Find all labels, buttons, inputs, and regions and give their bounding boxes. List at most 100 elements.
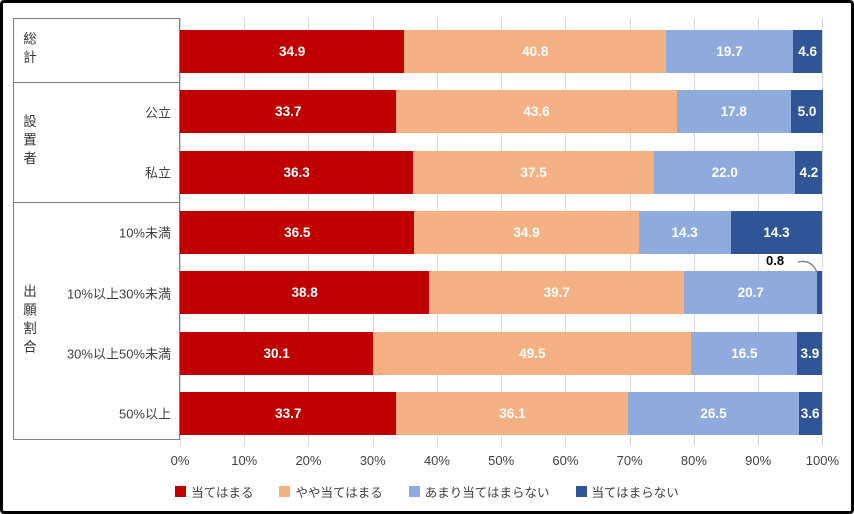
legend-label: 当てはまらない [591, 486, 679, 500]
bar-segment: 43.6 [396, 90, 677, 134]
x-tick-label: 40% [423, 453, 450, 468]
legend-swatch-icon [575, 486, 587, 497]
bar-segment: 33.7 [180, 391, 397, 435]
segment-value-label: 19.7 [716, 44, 743, 59]
segment-value-label: 20.7 [737, 285, 764, 301]
segment-value-label: 22.0 [711, 164, 738, 180]
bar-segment: 16.5 [691, 331, 798, 375]
bar-segment: 38.8 [180, 271, 430, 315]
segment-value-label: 3.9 [800, 345, 820, 361]
x-tick-label: 100% [805, 453, 840, 468]
legend-item: やや当てはまる [279, 482, 383, 501]
x-tick-label: 20% [295, 453, 322, 468]
bar-segment: 39.7 [429, 271, 685, 315]
segment-value-label: 4.2 [799, 164, 819, 180]
legend-label: 当てはまる [191, 486, 254, 500]
bar-segment: 5.0 [790, 90, 824, 134]
segment-value-label: 39.7 [543, 285, 570, 301]
legend-item: 当てはまる [175, 482, 253, 501]
bar-segment: 3.6 [798, 391, 822, 435]
x-tick-label: 90% [745, 453, 772, 468]
category-label-panel [13, 18, 180, 440]
legend-item: あまり当てはまらない [408, 482, 550, 501]
callout-leader-line [797, 260, 818, 273]
row-sublabel: 10%未満 [118, 225, 171, 241]
bar-segment: 17.8 [676, 90, 791, 134]
segment-value-label: 14.3 [671, 224, 698, 240]
bar-row-5: 30.1 49.5 16.5 3.9 [180, 331, 823, 375]
group-divider [14, 202, 179, 203]
legend-swatch-icon [408, 486, 420, 497]
segment-value-label: 4.6 [798, 44, 817, 59]
x-tick-label: 60% [552, 453, 579, 468]
bar-segment: 19.7 [666, 30, 793, 73]
segment-value-label: 33.7 [275, 104, 302, 120]
callout-value-label: 0.8 [766, 253, 785, 268]
bar-row-4: 38.8 39.7 20.7 [180, 271, 823, 315]
row-sublabel: 30%以上50%未満 [66, 346, 171, 362]
gridline [822, 18, 824, 446]
segment-value-label: 36.5 [284, 224, 311, 240]
bar-segment: 36.5 [180, 210, 415, 254]
legend-label: やや当てはまる [295, 486, 383, 500]
bar-segment: 4.2 [795, 150, 823, 194]
bar-segment: 20.7 [684, 271, 818, 315]
segment-value-label: 17.8 [720, 104, 747, 120]
x-tick-label: 70% [616, 453, 643, 468]
legend-swatch-icon [279, 486, 291, 497]
bar-segment: 14.3 [638, 210, 731, 254]
bar-segment: 22.0 [654, 150, 796, 194]
row-sublabel: 私立 [144, 165, 171, 181]
segment-value-label: 34.9 [513, 224, 540, 240]
legend-swatch-icon [175, 486, 187, 497]
segment-value-label: 30.1 [263, 345, 290, 361]
bar-row-6: 33.7 36.1 26.5 3.6 [180, 391, 822, 435]
group-divider [14, 82, 179, 83]
bar-row-2: 36.3 37.5 22.0 4.2 [180, 150, 823, 194]
bar-segment: 37.5 [413, 150, 655, 194]
segment-value-label: 33.7 [275, 405, 302, 421]
bar-segment: 26.5 [628, 391, 799, 435]
bar-row-1: 33.7 43.6 17.8 5.0 [180, 90, 824, 134]
segment-value-label: 37.5 [520, 164, 547, 180]
bar-segment: 36.1 [396, 391, 629, 435]
segment-value-label: 16.5 [731, 345, 758, 361]
x-tick-label: 80% [680, 453, 707, 468]
bar-segment: 34.9 [414, 210, 639, 254]
segment-value-label: 5.0 [797, 104, 817, 120]
bar-segment: 40.8 [404, 30, 667, 73]
segment-value-label: 40.8 [522, 44, 549, 59]
legend-item: 当てはまらない [575, 482, 679, 501]
segment-value-label: 49.5 [519, 345, 546, 361]
bar-segment: 33.7 [180, 90, 397, 134]
group-label: 総計 [21, 31, 36, 69]
bar-segment: 4.6 [792, 30, 823, 73]
group-label: 出願割合 [21, 284, 36, 358]
bar-segment: 34.9 [180, 30, 405, 73]
row-sublabel: 公立 [144, 105, 171, 121]
bar-segment: 3.9 [797, 331, 823, 375]
segment-value-label: 26.5 [700, 405, 727, 421]
bar-segment: 14.3 [730, 210, 823, 254]
bar-row-3: 36.5 34.9 14.3 14.3 [180, 210, 823, 254]
legend-label: あまり当てはまらない [424, 486, 550, 500]
segment-value-label: 3.6 [800, 405, 820, 421]
x-tick-label: 10% [231, 453, 258, 468]
row-sublabel: 50%以上 [118, 406, 171, 422]
plot-area: 34.9 40.8 19.7 4.6 33.7 43.6 17.8 5.0 36.3 37.5 22… [3, 3, 851, 511]
x-tick-label: 0% [170, 453, 190, 468]
x-tick-label: 50% [488, 453, 515, 468]
bar-segment: 49.5 [373, 331, 692, 375]
bar-segment: 36.3 [180, 150, 414, 194]
row-sublabel: 10%以上30%未満 [66, 286, 171, 302]
x-tick-label: 30% [359, 453, 386, 468]
bar-segment: 30.1 [180, 331, 374, 375]
segment-value-label: 36.3 [283, 164, 310, 180]
segment-value-label: 14.3 [763, 224, 790, 240]
bar-row-0: 34.9 40.8 19.7 4.6 [180, 30, 823, 73]
group-label: 設置者 [21, 114, 36, 170]
segment-value-label: 43.6 [523, 104, 550, 120]
legend: 当てはまる やや当てはまる あまり当てはまらない 当てはまらない [3, 482, 851, 501]
segment-value-label: 36.1 [499, 405, 526, 421]
